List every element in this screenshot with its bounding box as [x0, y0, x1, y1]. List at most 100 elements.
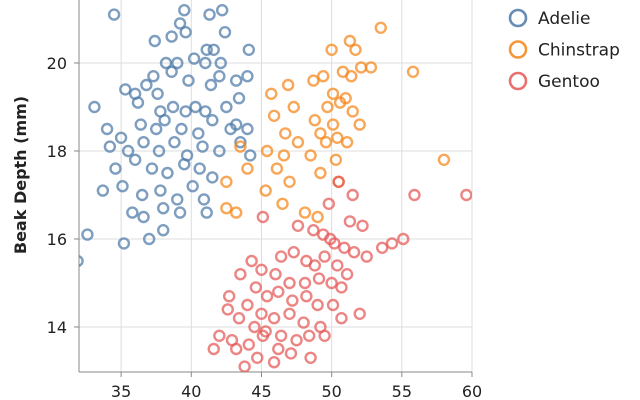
- data-point-gentoo: [460, 188, 472, 202]
- legend-item-chinstrap[interactable]: Chinstrap: [508, 40, 620, 61]
- data-point-chinstrap: [291, 135, 305, 149]
- data-point-gentoo: [328, 237, 341, 250]
- data-point-gentoo: [234, 268, 247, 281]
- data-point-chinstrap: [267, 109, 281, 123]
- data-point-adelie: [244, 149, 257, 162]
- data-point-adelie: [193, 162, 206, 175]
- data-point-adelie: [158, 113, 171, 127]
- grid: [79, 0, 473, 372]
- data-point-gentoo: [304, 351, 317, 364]
- data-point-chinstrap: [277, 149, 291, 162]
- data-point-adelie: [142, 232, 156, 246]
- data-point-adelie: [179, 26, 192, 39]
- legend-label: Gentoo: [538, 72, 600, 92]
- data-point-adelie: [234, 135, 247, 149]
- data-point-gentoo: [331, 259, 344, 272]
- data-point-gentoo: [300, 290, 313, 303]
- data-point-adelie: [200, 206, 213, 219]
- data-point-chinstrap: [317, 69, 330, 83]
- y-axis-title: Beak Depth (mm): [11, 96, 30, 254]
- x-tick-label: 45: [251, 382, 271, 400]
- data-point-adelie: [117, 237, 131, 250]
- data-point-adelie: [189, 100, 202, 114]
- data-point-adelie: [128, 153, 142, 167]
- data-point-gentoo: [269, 268, 282, 281]
- data-point-chinstrap: [364, 61, 378, 74]
- data-point-gentoo: [302, 329, 316, 342]
- data-point-adelie: [165, 65, 178, 79]
- data-point-gentoo: [346, 188, 359, 202]
- x-tick-label: 50: [321, 382, 341, 400]
- data-point-adelie: [215, 3, 229, 17]
- data-point-gentoo: [241, 298, 254, 312]
- data-point-adelie: [126, 206, 139, 219]
- data-point-adelie: [199, 56, 212, 70]
- data-point-gentoo: [340, 268, 354, 281]
- data-point-gentoo: [347, 245, 361, 259]
- data-point-adelie: [137, 135, 150, 149]
- data-point-gentoo: [325, 276, 338, 290]
- data-point-chinstrap: [354, 61, 368, 74]
- data-point-chinstrap: [259, 184, 272, 197]
- data-point-chinstrap: [321, 100, 334, 114]
- data-point-adelie: [186, 179, 199, 193]
- data-point-gentoo: [238, 360, 251, 372]
- data-point-adelie: [165, 30, 178, 43]
- legend-item-gentoo[interactable]: Gentoo: [508, 71, 600, 92]
- data-point-gentoo: [318, 250, 331, 263]
- series-gentoo: [207, 175, 472, 372]
- data-point-chinstrap: [304, 149, 317, 162]
- data-point-gentoo: [272, 342, 285, 356]
- x-tick-label: 40: [181, 382, 201, 400]
- points-layer: [79, 3, 472, 372]
- data-point-adelie: [206, 171, 219, 184]
- data-point-adelie: [159, 56, 173, 70]
- data-point-adelie: [206, 113, 219, 127]
- data-point-adelie: [232, 91, 246, 105]
- data-point-chinstrap: [333, 96, 347, 109]
- data-point-gentoo: [286, 294, 299, 307]
- data-point-gentoo: [283, 307, 296, 320]
- data-point-adelie: [175, 122, 188, 136]
- data-point-adelie: [88, 100, 101, 114]
- data-point-adelie: [148, 34, 161, 48]
- data-point-gentoo: [249, 281, 263, 294]
- legend-label: Adelie: [538, 9, 591, 29]
- data-point-chinstrap: [287, 100, 300, 114]
- data-point-adelie: [179, 105, 192, 118]
- data-point-gentoo: [311, 298, 324, 312]
- data-point-gentoo: [255, 263, 268, 276]
- data-point-gentoo: [255, 307, 268, 320]
- data-point-adelie: [173, 17, 187, 30]
- data-point-gentoo: [222, 290, 236, 303]
- data-point-chinstrap: [298, 206, 312, 219]
- data-point-adelie: [204, 78, 218, 92]
- data-point-adelie: [109, 162, 122, 175]
- legend-label: Chinstrap: [538, 41, 620, 61]
- data-point-adelie: [229, 74, 243, 87]
- data-point-adelie: [168, 135, 181, 149]
- data-point-adelie: [103, 140, 117, 153]
- data-point-gentoo: [356, 219, 369, 233]
- series-adelie: [79, 3, 257, 268]
- legend-item-adelie[interactable]: Adelie: [508, 8, 591, 29]
- data-point-adelie: [114, 131, 128, 145]
- data-point-gentoo: [260, 290, 274, 303]
- data-point-adelie: [100, 122, 114, 136]
- data-point-adelie: [213, 69, 226, 83]
- data-point-gentoo: [322, 197, 336, 211]
- x-tick-label: 55: [392, 382, 412, 400]
- data-point-chinstrap: [314, 166, 327, 180]
- data-point-adelie: [134, 118, 147, 131]
- data-point-chinstrap: [234, 140, 247, 153]
- data-point-chinstrap: [311, 210, 324, 224]
- data-point-gentoo: [318, 329, 331, 342]
- data-point-chinstrap: [437, 153, 451, 167]
- data-point-adelie: [121, 144, 135, 158]
- data-point-adelie: [152, 144, 166, 158]
- data-point-gentoo: [256, 210, 270, 224]
- data-point-adelie: [229, 118, 243, 131]
- data-point-gentoo: [207, 342, 220, 356]
- data-point-chinstrap: [326, 118, 340, 131]
- y-tick-label: 18: [47, 142, 67, 161]
